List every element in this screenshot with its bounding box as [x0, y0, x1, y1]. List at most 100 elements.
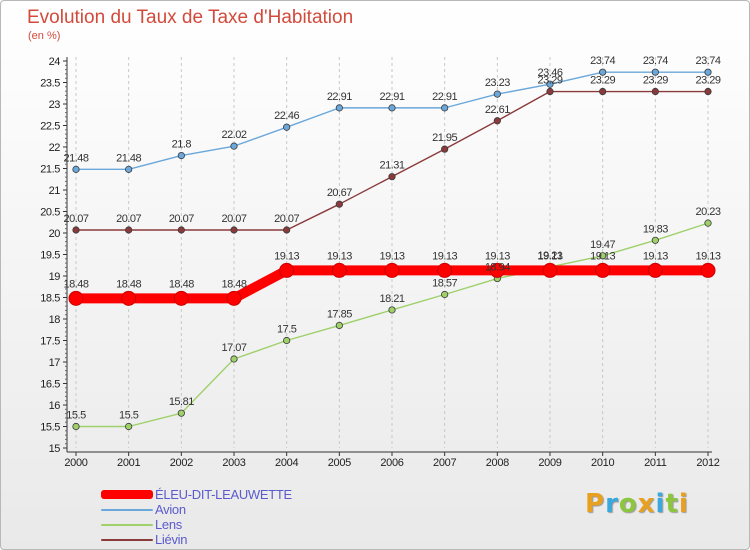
data-label: 23.74	[695, 55, 720, 67]
legend-swatch	[101, 538, 153, 541]
data-point	[437, 262, 453, 278]
data-label: 19.13	[274, 250, 299, 262]
data-point	[177, 409, 185, 417]
data-point	[283, 336, 291, 345]
data-point	[647, 262, 663, 278]
y-tick-label: 21	[49, 185, 61, 197]
data-point	[177, 226, 185, 234]
data-label: 23.29	[590, 75, 615, 87]
data-point	[441, 290, 449, 299]
data-label: 19.13	[485, 250, 510, 262]
legend-swatch	[101, 508, 153, 511]
y-tick-label: 20	[49, 228, 61, 240]
data-point	[226, 290, 242, 306]
data-point	[72, 165, 80, 173]
data-point	[704, 219, 712, 227]
data-label: 22.02	[221, 129, 246, 141]
data-point	[384, 262, 400, 278]
y-tick-label: 22	[49, 142, 61, 154]
data-point	[441, 145, 449, 153]
data-label: 20.07	[221, 213, 246, 225]
logo-letter: r	[605, 489, 619, 519]
legend-label: Liévin	[155, 532, 188, 547]
data-point	[700, 262, 716, 278]
data-point	[177, 152, 185, 160]
data-label: 15.5	[119, 410, 139, 422]
data-label: 23.29	[537, 75, 562, 87]
data-label: 23.74	[643, 55, 668, 67]
data-label: 23.46	[537, 67, 562, 79]
data-label: 23.29	[695, 75, 720, 87]
x-tick-label: 2000	[64, 457, 87, 469]
y-tick-label: 24	[49, 56, 61, 68]
data-labels: 21.48 21.48 21.8 22.02 22.46 22.91 22.91 22.91 2…	[63, 55, 721, 422]
data-point	[335, 200, 343, 208]
unit-label: (en %)	[28, 30, 61, 42]
data-point	[125, 422, 133, 431]
data-point	[283, 226, 291, 234]
legend-item: Avion	[101, 502, 292, 517]
legend-swatch	[101, 523, 153, 526]
data-label: 15.5	[66, 410, 86, 422]
data-point	[230, 142, 238, 150]
legend-item: ÉLEU-DIT-LEAUWETTE	[101, 487, 292, 502]
data-point	[335, 104, 343, 112]
y-tick-label: 23.5	[40, 78, 60, 90]
data-label: 22.46	[274, 110, 299, 122]
data-point	[546, 87, 554, 96]
proxiti-logo: Proxiti	[585, 489, 689, 519]
data-point	[230, 355, 238, 363]
data-point	[493, 90, 501, 98]
logo-letter: x	[637, 489, 656, 519]
y-tick-label: 22.5	[40, 121, 60, 133]
data-label: 18.57	[432, 277, 457, 289]
data-label: 18.48	[63, 278, 88, 290]
x-tick-label: 2007	[433, 457, 456, 469]
data-label: 21.95	[432, 132, 457, 144]
data-point	[651, 68, 659, 76]
data-label: 19.83	[643, 223, 668, 235]
logo-letter: t	[665, 489, 679, 519]
data-label: 22.91	[327, 91, 352, 103]
data-label: 19.21	[537, 250, 562, 262]
series-lines	[68, 68, 716, 431]
logo-letter: o	[618, 489, 638, 519]
data-label: 18.21	[379, 293, 404, 305]
data-label: 19.13	[327, 250, 352, 262]
data-point	[230, 226, 238, 234]
data-label: 23.23	[485, 77, 510, 89]
logo-letter: P	[585, 489, 606, 519]
data-label: 20.07	[274, 213, 299, 225]
data-point	[173, 290, 189, 306]
data-point	[72, 422, 80, 431]
y-tick-label: 21.5	[40, 164, 60, 176]
data-label: 19.13	[590, 250, 615, 262]
grid-lines	[75, 57, 709, 448]
x-tick-label: 2002	[170, 457, 193, 469]
axes: 1515.51616.51717.51818.51919.52020.52121…	[40, 56, 720, 469]
data-label: 21.48	[116, 152, 141, 164]
y-tick-label: 17.5	[40, 336, 60, 348]
data-label: 22.91	[432, 91, 457, 103]
data-label: 19.13	[695, 250, 720, 262]
y-tick-label: 19	[49, 271, 61, 283]
data-label: 23.74	[590, 55, 615, 67]
x-tick-label: 2005	[328, 457, 351, 469]
x-tick-label: 2003	[222, 457, 245, 469]
y-tick-label: 16	[49, 400, 61, 412]
x-tick-label: 2012	[696, 457, 719, 469]
logo-letter: i	[655, 489, 666, 519]
data-point	[388, 104, 396, 112]
y-tick-label: 17	[49, 357, 61, 369]
data-label: 18.48	[169, 278, 194, 290]
data-point	[283, 123, 291, 131]
legend-label: Avion	[155, 502, 186, 517]
data-point	[125, 165, 133, 173]
data-label: 20.67	[327, 187, 352, 199]
data-point	[441, 104, 449, 112]
legend-item: Lens	[101, 517, 292, 532]
data-label: 15.81	[169, 396, 194, 408]
data-point	[489, 262, 505, 278]
data-point	[595, 262, 611, 278]
